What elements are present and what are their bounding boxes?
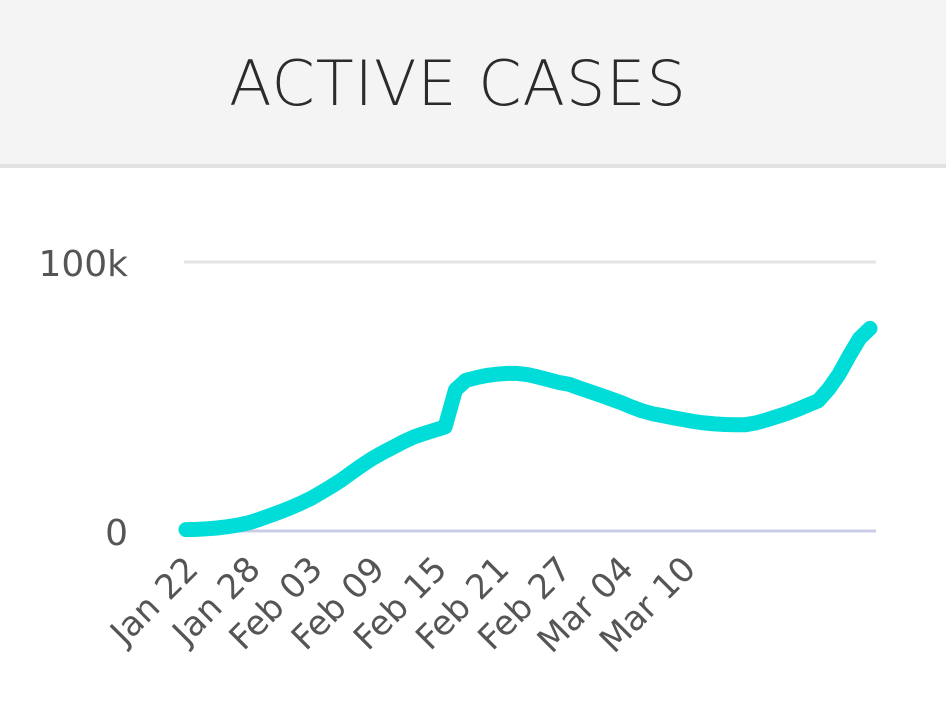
- series-layer: [178, 320, 878, 538]
- chart-header: ACTIVE CASES: [0, 0, 946, 168]
- chart-title: ACTIVE CASES: [229, 47, 687, 120]
- chart-area: 0 100k Jan 22 Jan 28 Feb 03 Feb 09 Feb 15 Feb …: [0, 172, 946, 706]
- y-tick-label: 100k: [38, 244, 128, 285]
- active-cases-line: [178, 320, 878, 538]
- y-tick-label: 0: [105, 513, 128, 554]
- grid-layer: [184, 260, 876, 533]
- y-axis-ticks: 0 100k: [38, 244, 128, 554]
